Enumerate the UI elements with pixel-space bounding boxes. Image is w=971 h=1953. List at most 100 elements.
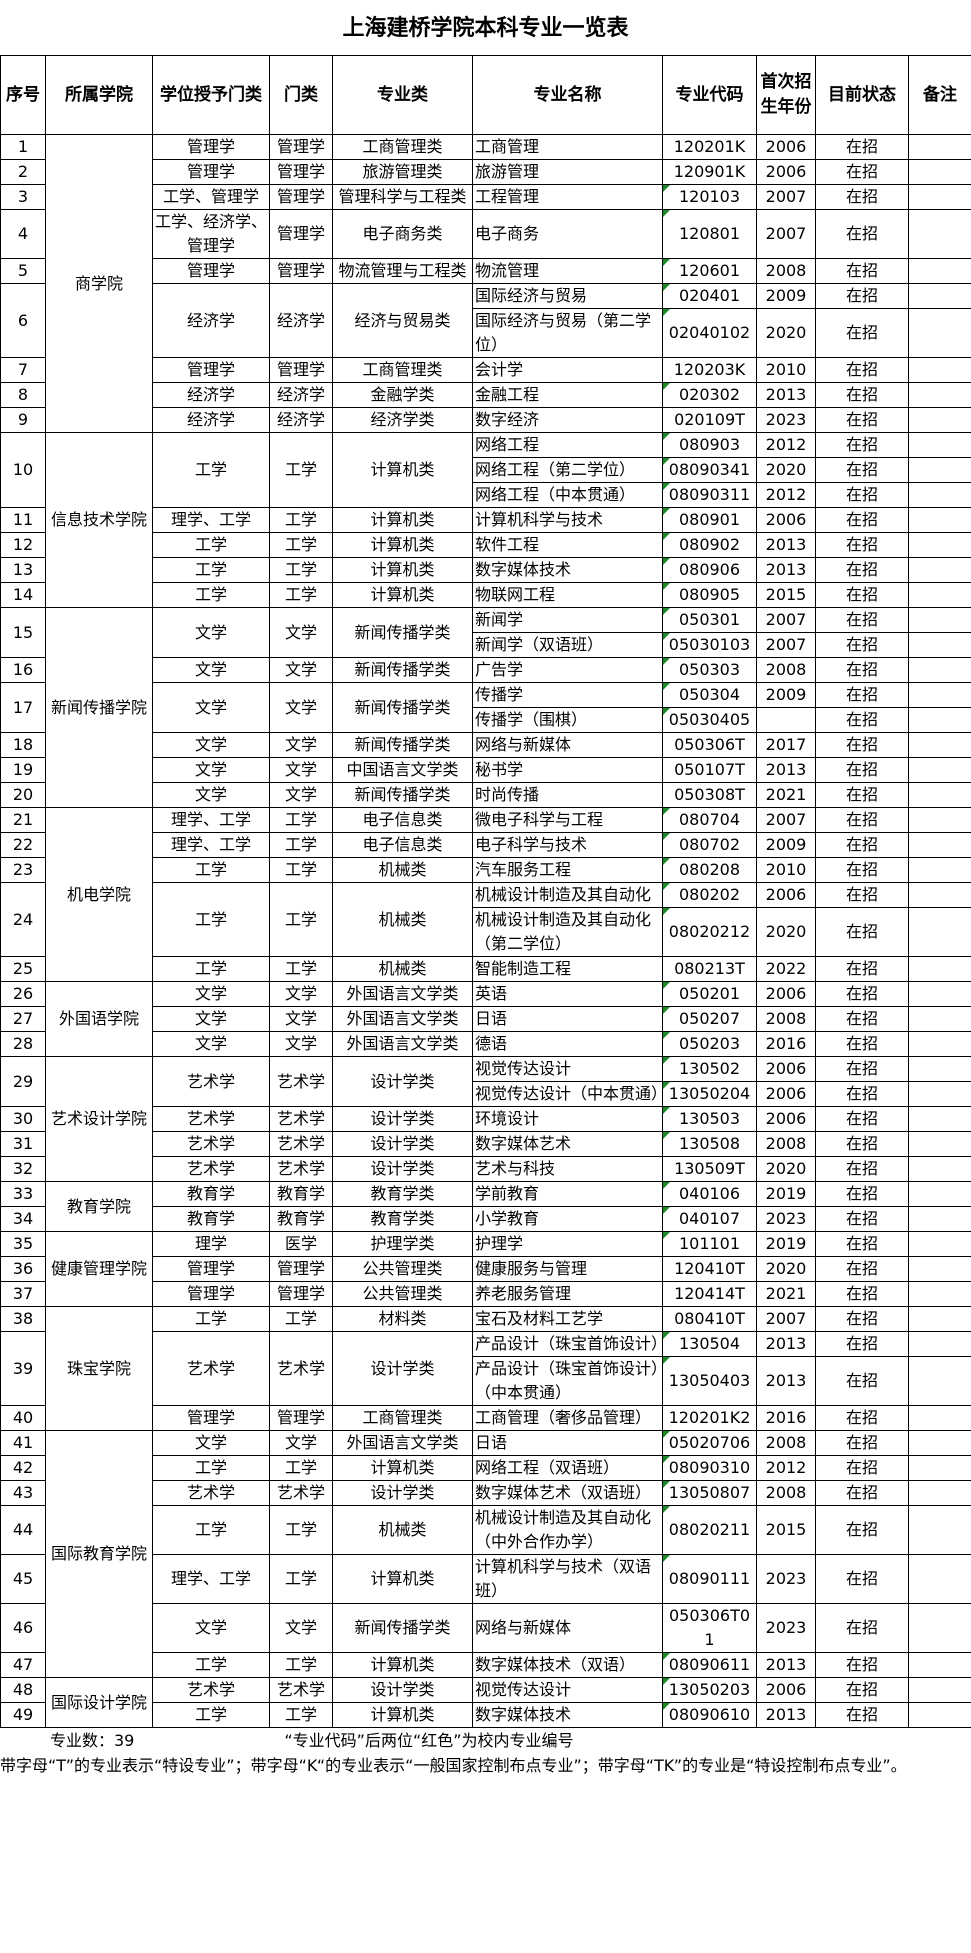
code-cell: 120414T: [662, 1281, 757, 1307]
class-cell: 设计学类: [332, 1331, 473, 1406]
seq-cell: 14: [0, 582, 46, 608]
category-cell: 管理学: [269, 209, 333, 259]
class-cell: 计算机类: [332, 432, 473, 508]
degree-cell: 艺术学: [152, 1131, 270, 1157]
seq-cell: 25: [0, 956, 46, 982]
seq-cell: 35: [0, 1231, 46, 1257]
seq-cell: 44: [0, 1505, 46, 1555]
status-cell: 在招: [815, 1256, 909, 1282]
degree-cell: 管理学: [152, 134, 270, 160]
degree-cell: 工学: [152, 557, 270, 583]
degree-cell: 文学: [152, 1006, 270, 1032]
class-cell: 新闻传播学类: [332, 657, 473, 683]
college-cell: 艺术设计学院: [45, 1056, 153, 1182]
major-name-cell: 工商管理: [472, 134, 663, 160]
major-name-cell: 广告学: [472, 657, 663, 683]
remarks-cell: [908, 1356, 971, 1406]
table-row: 33 教育学院 教育学 教育学 教育学类 学前教育 040106 2019 在招: [0, 1181, 971, 1232]
degree-cell: 文学: [152, 607, 270, 658]
table-row: 29 艺术设计学院 艺术学 艺术学 设计学类 视觉传达设计 130502 2006 在招: [0, 1056, 971, 1182]
class-cell: 外国语言文学类: [332, 981, 473, 1007]
table-row: 机械设计制造及其自动化（第二学位） 08020212 2020 在招: [1, 907, 971, 957]
remarks-cell: [908, 507, 971, 533]
seq-cell: 12: [0, 532, 46, 558]
table-row: 16 文学 文学 新闻传播学类 广告学 050303 2008 在招: [0, 657, 971, 683]
table-row: 44 工学 工学 机械类 机械设计制造及其自动化（中外合作办学） 08020211 2015…: [0, 1505, 971, 1555]
remarks-cell: [908, 632, 971, 658]
remarks-cell: [908, 1256, 971, 1282]
code-cell: 050107T: [662, 757, 757, 783]
class-cell: 材料类: [332, 1306, 473, 1332]
college-cell: 健康管理学院: [45, 1231, 153, 1307]
category-cell: 经济学: [269, 407, 333, 433]
class-cell: 设计学类: [332, 1131, 473, 1157]
major-name-cell: 微电子科学与工程: [472, 807, 663, 833]
status-cell: 在招: [815, 1603, 909, 1653]
category-cell: 工学: [269, 882, 333, 957]
code-cell: 080702: [662, 832, 757, 858]
category-cell: 文学: [269, 682, 333, 733]
category-cell: 管理学: [269, 1405, 333, 1431]
class-cell: 外国语言文学类: [332, 1430, 473, 1456]
table-row: 11 理学、工学 工学 计算机类 计算机科学与技术 080901 2006 在招: [0, 507, 971, 533]
code-cell: 080906: [662, 557, 757, 583]
status-cell: 在招: [815, 134, 909, 160]
class-cell: 计算机类: [332, 1554, 473, 1604]
remarks-cell: [908, 457, 971, 483]
code-cell: 050308T: [662, 782, 757, 808]
seq-cell: 30: [0, 1106, 46, 1132]
code-cell: 020401: [662, 283, 757, 309]
seq-cell: 1: [0, 134, 46, 160]
table-row: 28 文学 文学 外国语言文学类 德语 050203 2016 在招: [0, 1031, 971, 1057]
remarks-cell: [908, 1702, 971, 1728]
year-cell: 2023: [756, 407, 816, 433]
code-cell: 130509T: [662, 1156, 757, 1182]
status-cell: 在招: [815, 283, 909, 309]
class-cell: 新闻传播学类: [332, 782, 473, 808]
table-row: 48 国际设计学院 艺术学 艺术学 设计学类 视觉传达设计 13050203 2006 在招: [0, 1677, 971, 1728]
remarks-cell: [908, 857, 971, 883]
category-cell: 工学: [269, 857, 333, 883]
remarks-cell: [908, 258, 971, 284]
class-cell: 旅游管理类: [332, 159, 473, 185]
remarks-cell: [908, 308, 971, 358]
status-cell: 在招: [815, 582, 909, 608]
seq-cell: 26: [0, 981, 46, 1007]
seq-cell: 33: [0, 1181, 46, 1207]
year-cell: 2023: [756, 1206, 816, 1232]
code-cell: 050304: [662, 682, 757, 708]
category-cell: 工学: [269, 557, 333, 583]
major-name-cell: 宝石及材料工艺学: [472, 1306, 663, 1332]
seq-cell: 23: [0, 857, 46, 883]
status-cell: 在招: [815, 882, 909, 908]
status-cell: 在招: [815, 1281, 909, 1307]
status-cell: 在招: [815, 1031, 909, 1057]
category-cell: 艺术学: [269, 1331, 333, 1406]
degree-cell: 工学: [152, 432, 270, 508]
status-cell: 在招: [815, 1356, 909, 1406]
category-cell: 艺术学: [269, 1131, 333, 1157]
year-cell: 2008: [756, 657, 816, 683]
category-cell: 工学: [269, 832, 333, 858]
major-name-cell: 旅游管理: [472, 159, 663, 185]
remarks-cell: [908, 607, 971, 633]
code-note: “专业代码”后两位“红色”为校内专业编号: [284, 1731, 574, 1750]
status-cell: 在招: [815, 357, 909, 383]
category-cell: 管理学: [269, 1256, 333, 1282]
degree-cell: 文学: [152, 682, 270, 733]
category-cell: 工学: [269, 582, 333, 608]
degree-cell: 艺术学: [152, 1677, 270, 1703]
year-cell: 2021: [756, 782, 816, 808]
degree-cell: 工学: [152, 1306, 270, 1332]
table-row: 2 管理学 管理学 旅游管理类 旅游管理 120901K 2006 在招: [0, 159, 971, 185]
code-cell: 02040102: [662, 308, 757, 358]
degree-cell: 艺术学: [152, 1331, 270, 1406]
class-cell: 金融学类: [332, 382, 473, 408]
status-cell: 在招: [815, 757, 909, 783]
category-cell: 工学: [269, 1455, 333, 1481]
class-cell: 计算机类: [332, 1702, 473, 1728]
remarks-cell: [908, 1156, 971, 1182]
class-cell: 计算机类: [332, 532, 473, 558]
year-cell: 2008: [756, 1430, 816, 1456]
category-cell: 工学: [269, 807, 333, 833]
